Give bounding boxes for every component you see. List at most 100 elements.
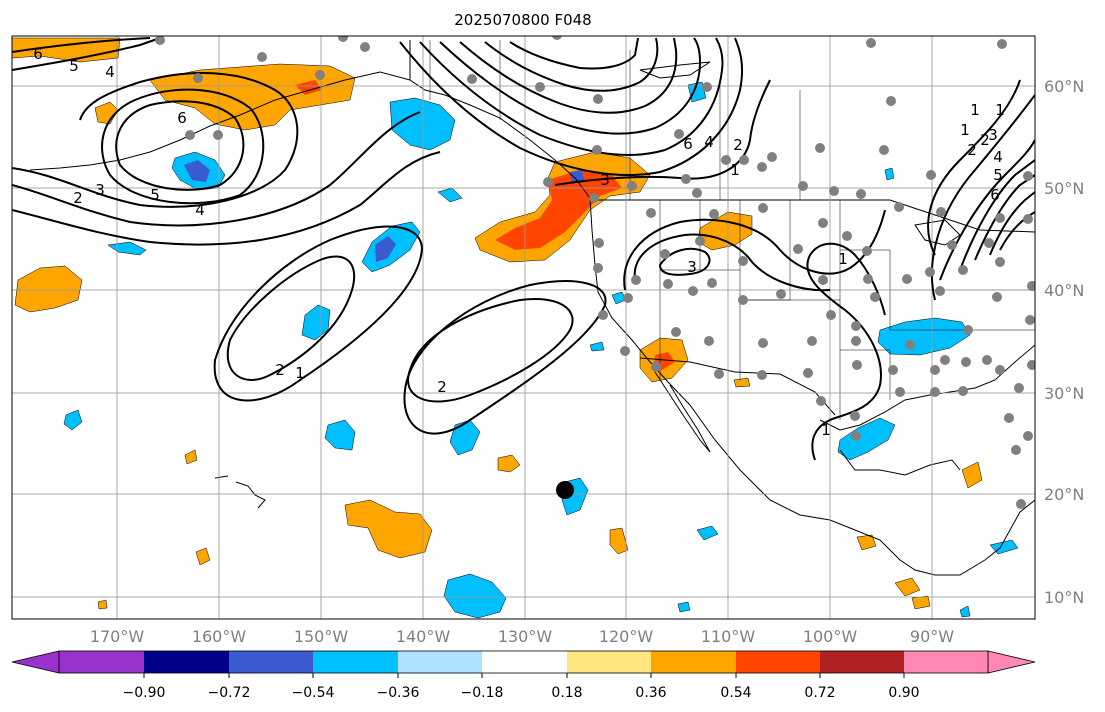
contour-label: 2 [437, 378, 447, 396]
contour-label: 4 [993, 148, 1003, 166]
colorbar-outline [58, 650, 989, 674]
strong-negative-anomaly-region [184, 160, 210, 182]
storm-location-marker [556, 481, 574, 499]
hawaii-islands [214, 475, 266, 509]
alaska-coastline [29, 71, 411, 171]
height-contours [12, 37, 1035, 461]
contour-line [999, 211, 1035, 251]
negative-anomaly-region [677, 601, 691, 613]
contour-line [226, 255, 356, 381]
positive-anomaly-region [14, 265, 83, 313]
baja-california-coastline [654, 371, 711, 453]
contour-label: 3 [95, 181, 105, 199]
contour-line [12, 37, 151, 53]
longitude-tick-labels: 170°W 160°W 150°W 140°W 130°W 120°W 110°… [90, 627, 954, 646]
contour-label: 2 [73, 189, 83, 207]
canada-province-borders [429, 40, 801, 200]
contour-label: 1 [995, 101, 1005, 119]
contour-label: 1 [838, 250, 848, 268]
colorbar-tick-label: 0.36 [635, 685, 666, 701]
lon-tick-label: 130°W [498, 627, 553, 646]
colorbar-bin [820, 651, 904, 673]
colorbar-bin [144, 651, 229, 673]
positive-anomaly-region [94, 101, 119, 125]
lat-tick-label: 40°N [1044, 281, 1084, 300]
negative-anomaly-region [443, 573, 507, 619]
colorbar-bin [313, 651, 398, 673]
contour-line [213, 225, 424, 402]
contour-label: 6 [990, 186, 1000, 204]
positive-anomaly-region [733, 377, 751, 388]
lat-tick-label: 20°N [1044, 485, 1084, 504]
colorbar-bin [229, 651, 313, 673]
contour-label: 5 [993, 166, 1003, 184]
negative-anomaly-region [877, 317, 971, 356]
contour-line [658, 247, 711, 276]
lat-tick-label: 10°N [1044, 588, 1084, 607]
contour-label: 5 [150, 186, 160, 204]
colorbar: −0.90 −0.72 −0.54 −0.36 −0.18 0.18 0.36 … [11, 650, 1036, 701]
contour-line [399, 37, 744, 176]
colorbar-tick-label: −0.90 [123, 685, 166, 701]
negative-anomaly-region [324, 419, 356, 451]
station-dots [155, 36, 1035, 509]
lon-tick-label: 100°W [803, 627, 858, 646]
negative-anomaly-region [837, 417, 896, 461]
negative-anomaly-region [696, 525, 719, 541]
lat-tick-label: 30°N [1044, 384, 1084, 403]
contour-line [459, 37, 678, 114]
contour-line [115, 100, 245, 191]
contour-line [509, 37, 639, 70]
lat-tick-label: 60°N [1044, 77, 1084, 96]
yucatan-coastline [839, 449, 961, 476]
contour-line [806, 242, 886, 461]
colorbar-bin [651, 651, 736, 673]
contour-line [101, 88, 265, 205]
positive-anomaly-region [497, 454, 521, 473]
contour-label: 2 [733, 136, 743, 154]
colorbar-ticks [143, 673, 905, 678]
contour-line [931, 94, 1035, 301]
contour-line [419, 37, 724, 156]
contour-line [974, 174, 1035, 261]
colorbar-tick-label: −0.72 [208, 685, 251, 701]
contour-label: 1 [821, 421, 831, 439]
lat-tick-label: 50°N [1044, 179, 1084, 198]
colorbar-tick-label: 0.54 [720, 685, 751, 701]
contour-label: 2 [275, 361, 285, 379]
contour-line [12, 151, 441, 246]
negative-anomaly-region [63, 409, 83, 431]
lon-tick-label: 170°W [90, 627, 145, 646]
positive-anomaly-region [344, 499, 433, 559]
lon-tick-label: 110°W [701, 627, 756, 646]
contour-line [12, 111, 421, 227]
contour-label: 1 [295, 364, 305, 382]
contour-label: 4 [704, 133, 714, 151]
colorbar-bin [398, 651, 482, 673]
contour-line [939, 139, 1035, 281]
positive-anomaly-region [894, 577, 921, 597]
colorbar-bin [482, 651, 567, 673]
contour-line [484, 37, 659, 92]
positive-anomaly-region [856, 534, 877, 551]
strong-negative-anomaly-region [570, 170, 584, 182]
great-lakes [914, 219, 961, 246]
contour-label: 5 [69, 57, 79, 75]
positive-anomaly-region [97, 599, 108, 610]
contour-label: 4 [195, 201, 205, 219]
positive-anomaly-region [184, 449, 198, 465]
colorbar-bin [59, 651, 144, 673]
positive-anomaly-region [609, 527, 629, 555]
contour-line [439, 37, 702, 135]
map-frame [11, 35, 1036, 620]
contour-label: 1 [960, 121, 970, 139]
latitude-tick-labels: 10°N 20°N 30°N 40°N 50°N 60°N [1044, 77, 1084, 607]
contour-label: 2 [980, 131, 990, 149]
colorbar-tick-label: 0.72 [804, 685, 835, 701]
contour-label: 2 [967, 141, 977, 159]
contour-label: 3 [687, 258, 697, 276]
contour-line [12, 71, 299, 208]
colorbar-tick-label: 0.90 [888, 685, 919, 701]
contour-label: 6 [177, 109, 187, 127]
